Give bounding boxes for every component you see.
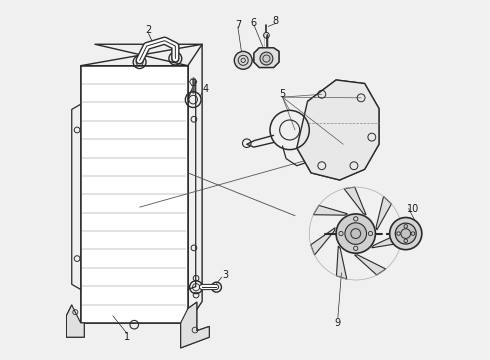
Text: 2: 2 — [146, 25, 152, 35]
Polygon shape — [181, 302, 209, 348]
Polygon shape — [254, 48, 279, 67]
Polygon shape — [81, 66, 188, 323]
Text: 5: 5 — [279, 89, 286, 99]
Circle shape — [395, 223, 416, 244]
Circle shape — [260, 52, 273, 65]
Text: 7: 7 — [235, 19, 241, 30]
Polygon shape — [313, 206, 347, 215]
Polygon shape — [297, 80, 379, 180]
Polygon shape — [372, 232, 402, 248]
Text: 10: 10 — [407, 203, 419, 213]
Text: 1: 1 — [124, 332, 130, 342]
Text: 6: 6 — [251, 18, 257, 28]
Polygon shape — [66, 305, 84, 337]
Text: 8: 8 — [272, 16, 278, 26]
Polygon shape — [337, 246, 347, 279]
Circle shape — [390, 217, 422, 249]
Text: 9: 9 — [335, 318, 341, 328]
Polygon shape — [311, 228, 335, 255]
Text: 4: 4 — [203, 84, 209, 94]
Polygon shape — [355, 255, 386, 275]
Circle shape — [234, 51, 252, 69]
Text: 3: 3 — [222, 270, 228, 280]
Polygon shape — [344, 187, 366, 215]
Circle shape — [345, 223, 367, 244]
Circle shape — [336, 214, 375, 253]
Polygon shape — [376, 197, 392, 230]
